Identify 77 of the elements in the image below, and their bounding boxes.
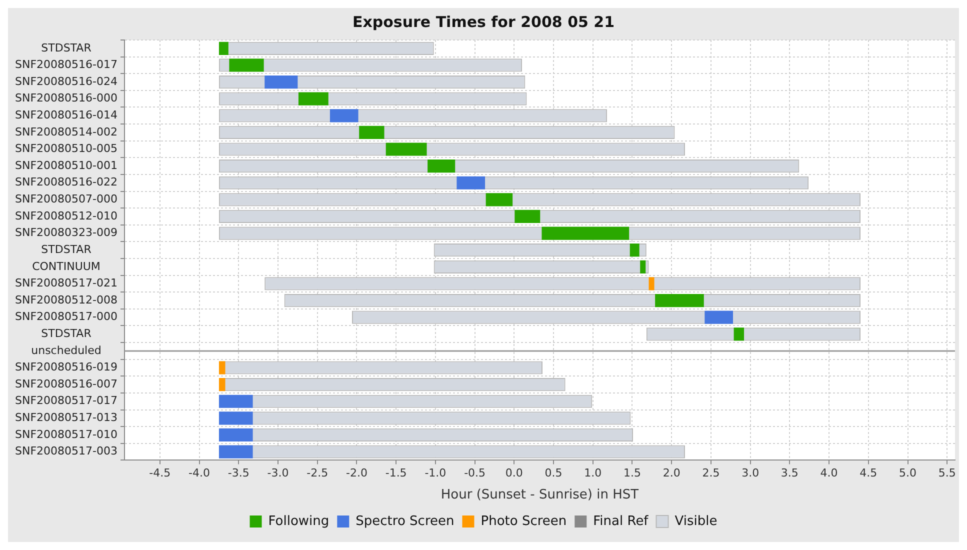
chart-title: Exposure Times for 2008 05 21 — [352, 12, 615, 31]
x-tick-label: 4.5 — [860, 466, 878, 480]
bar — [648, 277, 654, 290]
bar — [640, 260, 646, 274]
y-tick-label: unscheduled — [31, 344, 102, 357]
y-tick-label: SNF20080323-009 — [14, 226, 118, 240]
bar — [218, 378, 226, 392]
x-tick-label: 0.0 — [505, 466, 523, 480]
bar — [486, 193, 513, 206]
bar — [218, 42, 228, 55]
y-tick-label: SNF20080517-000 — [14, 310, 118, 324]
x-tick-label: -2.0 — [346, 466, 368, 480]
legend-label: Photo Screen — [480, 514, 567, 529]
x-tick-label: -0.5 — [464, 466, 486, 480]
x-tick-label: 3.5 — [780, 466, 798, 480]
y-tick-label: SNF20080512-008 — [14, 293, 118, 306]
legend-label: Final Ref — [593, 514, 649, 529]
legend-label: Spectro Screen — [356, 514, 454, 529]
bar — [542, 226, 630, 240]
x-tick-label: 1.5 — [623, 466, 641, 480]
y-tick-label: SNF20080516-024 — [14, 74, 118, 88]
bar — [704, 310, 734, 324]
x-tick-label: 1.0 — [584, 466, 602, 480]
bar — [330, 109, 358, 122]
bar — [359, 126, 384, 139]
y-tick-label: SNF20080516-014 — [14, 108, 118, 122]
y-tick-label: SNF20080510-005 — [14, 142, 118, 156]
legend-label: Visible — [674, 514, 718, 529]
bar — [218, 394, 253, 408]
bar — [298, 92, 328, 106]
x-tick-label: -4.0 — [188, 466, 210, 480]
y-tick-label: SNF20080516-007 — [14, 377, 118, 390]
x-tick-label: -2.5 — [306, 466, 328, 480]
y-tick-label: SNF20080517-021 — [14, 276, 118, 290]
y-tick-label: SNF20080510-001 — [14, 158, 118, 172]
bar — [229, 58, 264, 72]
bar — [428, 160, 456, 173]
bar — [218, 445, 253, 458]
bar — [218, 428, 253, 442]
bar — [218, 361, 226, 374]
bar — [386, 142, 427, 156]
x-tick-label: 5.5 — [938, 466, 956, 480]
x-axis-title: Hour (Sunset - Sunrise) in HST — [440, 488, 639, 503]
bar — [630, 244, 640, 257]
y-tick-label: SNF20080516-000 — [14, 92, 118, 105]
bar — [456, 176, 486, 190]
x-tick-label: 0.5 — [544, 466, 562, 480]
y-tick-label: SNF20080517-013 — [14, 411, 118, 424]
y-tick-label: SNF20080512-010 — [14, 209, 118, 222]
y-tick-label: STDSTAR — [41, 327, 92, 340]
y-tick-label: SNF20080517-010 — [14, 428, 118, 441]
x-tick-label: 4.0 — [820, 466, 838, 480]
y-tick-label: SNF20080517-003 — [14, 444, 118, 458]
y-tick-label: SNF20080516-017 — [14, 58, 118, 72]
y-tick-label: SNF20080516-022 — [14, 176, 118, 189]
x-tick-label: -4.5 — [149, 466, 171, 480]
bar — [218, 412, 253, 425]
y-tick-label: SNF20080516-019 — [14, 360, 118, 374]
x-tick-label: 3.0 — [742, 466, 760, 480]
bar — [264, 75, 298, 89]
x-tick-label: 2.0 — [662, 466, 680, 480]
x-tick-label: -1.5 — [385, 466, 407, 480]
y-tick-label: SNF20080507-000 — [14, 192, 118, 206]
y-tick-label: STDSTAR — [41, 242, 92, 256]
y-tick-label: CONTINUUM — [32, 260, 100, 273]
bar — [514, 210, 540, 224]
y-tick-label: SNF20080514-002 — [14, 125, 118, 138]
x-tick-label: 5.0 — [899, 466, 917, 480]
y-tick-label: SNF20080517-017 — [14, 394, 118, 408]
bar — [655, 294, 704, 308]
x-tick-label: 2.5 — [702, 466, 720, 480]
y-tick-label: STDSTAR — [41, 41, 92, 54]
legend-label: Following — [268, 514, 330, 529]
x-tick-label: -1.0 — [424, 466, 446, 480]
x-tick-label: -3.5 — [228, 466, 250, 480]
bar — [734, 328, 744, 341]
x-tick-label: -3.0 — [267, 466, 289, 480]
